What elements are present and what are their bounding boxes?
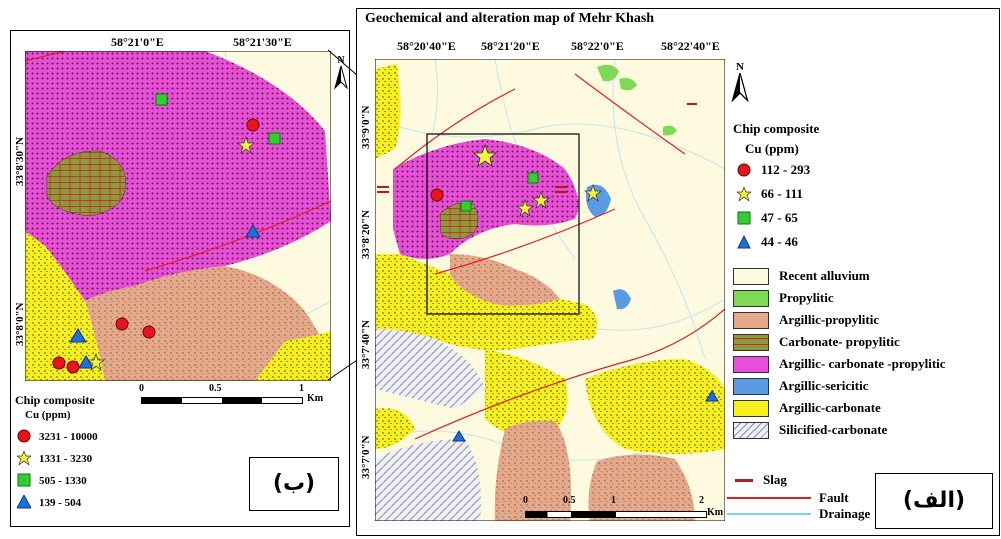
- scale-0: 0: [523, 495, 528, 506]
- unit-label: Recent alluvium: [779, 268, 870, 283]
- unit-label: Argillic-propylitic: [779, 312, 879, 327]
- legend-a-subtitle: Cu (ppm): [745, 141, 799, 157]
- unit-argillic-propylitic-south-a: [495, 421, 571, 521]
- legend-a-label: 44 - 46: [761, 234, 798, 249]
- legend-a-label: 47 - 65: [761, 210, 798, 225]
- legend-b-item: 139 - 504: [17, 495, 77, 514]
- lon-tick-a-3: 58°22'0"E: [571, 39, 624, 54]
- lat-tick-a-2: 33°8'20"N: [360, 210, 372, 259]
- lon-tick-a-4: 58°22'40"E: [661, 39, 720, 54]
- scale-05: 0.5: [563, 495, 576, 506]
- lon-tick-a-2: 58°21'20"E: [481, 39, 540, 54]
- sample-square: [269, 133, 280, 144]
- unit-label: Propylitic: [779, 290, 834, 305]
- legend-b-subtitle: Cu (ppm): [25, 409, 71, 421]
- unit-legend-item: Carbonate- propylitic: [733, 333, 946, 355]
- sample-circle: [116, 318, 128, 330]
- lat-tick-a-1: 33°9'0"N: [360, 105, 372, 149]
- panel-label-b: (ب): [249, 457, 339, 511]
- legend-b-item: 3231 - 10000: [17, 429, 94, 448]
- unit-legend: Recent alluvium Propylitic Argillic-prop…: [733, 267, 946, 443]
- sample-square: [461, 201, 471, 211]
- north-label: N: [730, 61, 750, 73]
- line-legend-slag: Slag: [735, 471, 787, 489]
- sample-circle: [143, 326, 155, 338]
- sample-circle: [431, 189, 443, 201]
- lon-tick-b-1: 58°21'0"E: [111, 35, 164, 50]
- scale-unit: Km: [707, 507, 723, 518]
- unit-legend-item: Propylitic: [733, 289, 946, 311]
- unit-legend-item: Silicified-carbonate: [733, 421, 946, 443]
- unit-legend-item: Recent alluvium: [733, 267, 946, 289]
- sample-square: [156, 94, 167, 105]
- scale-05: 0.5: [209, 383, 222, 394]
- sample-square: [528, 173, 538, 183]
- scale-1: 1: [611, 495, 616, 506]
- legend-b-label: 1331 - 3230: [39, 453, 92, 465]
- sample-circle: [67, 361, 79, 373]
- legend-b-item: 505 - 1330: [17, 473, 83, 492]
- legend-b-label: 505 - 1330: [39, 475, 87, 487]
- unit-legend-item: Argillic-carbonate: [733, 399, 946, 421]
- legend-a-label: 66 - 111: [761, 186, 803, 201]
- unit-legend-item: Argillic-sericitic: [733, 377, 946, 399]
- unit-label: Silicified-carbonate: [779, 422, 887, 437]
- scale-bar-b: 0 0.5 1 Km: [139, 383, 339, 407]
- map-title: Geochemical and alteration map of Mehr K…: [365, 11, 654, 27]
- unit-label: Argillic-sericitic: [779, 378, 869, 393]
- legend-a-item: 112 - 293: [737, 163, 804, 182]
- legend-a-item: 44 - 46: [737, 235, 792, 254]
- scale-unit: Km: [307, 393, 323, 404]
- map-panel-a: Geochemical and alteration map of Mehr K…: [356, 8, 1000, 536]
- lon-tick-b-2: 58°21'30"E: [233, 35, 292, 50]
- scale-1: 1: [299, 383, 304, 394]
- legend-b-title: Chip composite: [15, 393, 95, 408]
- legend-b-label: 139 - 504: [39, 497, 81, 509]
- legend-b-item: 1331 - 3230: [17, 451, 88, 470]
- legend-a-item: 47 - 65: [737, 211, 792, 230]
- legend-a-label: 112 - 293: [761, 162, 810, 177]
- north-label: N: [333, 55, 349, 66]
- scale-0: 0: [139, 383, 144, 394]
- line-label: Fault: [819, 490, 849, 505]
- legend-b-label: 3231 - 10000: [39, 431, 98, 443]
- lat-tick-a-4: 33°7'0"N: [360, 435, 372, 479]
- scale-bar-a: 0 0.5 1 2 Km: [523, 509, 723, 533]
- sample-circle: [53, 357, 65, 369]
- line-label: Slag: [763, 472, 787, 487]
- scale-2: 2: [699, 495, 704, 506]
- north-arrow-icon: [730, 73, 750, 103]
- unit-label: Argillic- carbonate -propylitic: [779, 356, 946, 371]
- map-b-canvas: [25, 51, 331, 381]
- unit-label: Carbonate- propylitic: [779, 334, 900, 349]
- unit-legend-item: Argillic- carbonate -propylitic: [733, 355, 946, 377]
- map-a-canvas: [375, 59, 725, 521]
- north-arrow-a: N: [730, 61, 750, 105]
- line-label: Drainage: [819, 506, 870, 521]
- sample-circle: [247, 119, 259, 131]
- north-arrow-b: N: [333, 55, 349, 91]
- legend-a-title: Chip composite: [733, 121, 819, 137]
- line-legend-drainage: Drainage: [727, 505, 870, 523]
- lon-tick-a-1: 58°20'40"E: [397, 39, 456, 54]
- map-panel-b: 58°21'0"E 58°21'30"E 33°8'30"N 33°8'0"N: [10, 30, 350, 527]
- lat-tick-a-3: 33°7'40"N: [360, 320, 372, 369]
- unit-label: Argillic-carbonate: [779, 400, 881, 415]
- legend-a-item: 66 - 111: [737, 187, 797, 206]
- north-arrow-icon: [333, 66, 349, 90]
- unit-legend-item: Argillic-propylitic: [733, 311, 946, 333]
- panel-label-a: (الف): [875, 473, 993, 529]
